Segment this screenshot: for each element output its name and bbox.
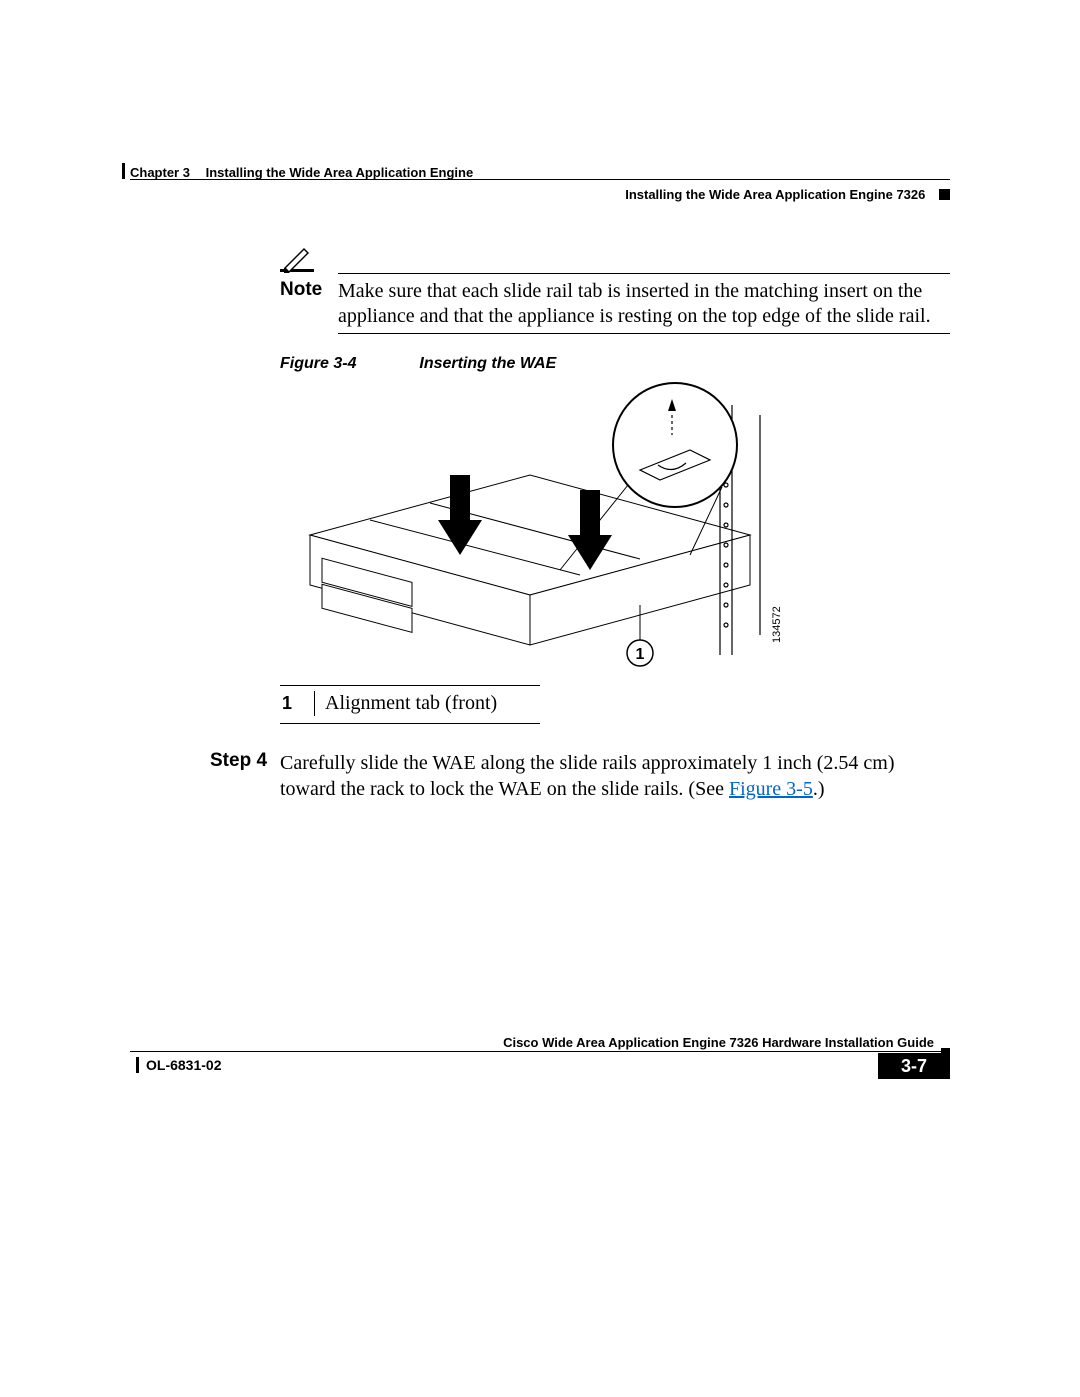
callout-text: Alignment tab (front) [325, 692, 497, 715]
chapter-title: Installing the Wide Area Application Eng… [206, 165, 474, 180]
step-text-after: .) [813, 778, 825, 800]
chapter-label: Chapter 3 [130, 165, 190, 180]
header-rule [130, 179, 950, 180]
header-left-bar [122, 163, 125, 179]
footer-guide-title: Cisco Wide Area Application Engine 7326 … [503, 1035, 934, 1050]
step-label: Step 4 [210, 750, 267, 772]
page-number: 3-7 [878, 1053, 950, 1079]
footer-rule [130, 1051, 950, 1052]
figure-illustration: 1 134572 [280, 375, 820, 695]
figure-callout-marker: 1 [636, 646, 645, 663]
figure-reference-link[interactable]: Figure 3-5 [729, 778, 813, 800]
note-label: Note [280, 279, 322, 301]
callout-table: 1 Alignment tab (front) [280, 685, 540, 724]
figure-caption-title: Inserting the WAE [419, 355, 556, 372]
step-text: Carefully slide the WAE along the slide … [280, 750, 950, 802]
header-marker-icon [939, 189, 950, 200]
figure-caption-label: Figure 3-4 [280, 355, 356, 372]
pencil-icon [280, 245, 314, 273]
note-text: Make sure that each slide rail tab is in… [338, 279, 950, 329]
table-row: 1 Alignment tab (front) [280, 686, 540, 723]
note-rule-bottom [338, 333, 950, 334]
header-right: Installing the Wide Area Application Eng… [625, 187, 950, 202]
footer-doc-number: OL-6831-02 [146, 1057, 221, 1073]
section-title: Installing the Wide Area Application Eng… [625, 187, 925, 202]
figure-caption: Figure 3-4 Inserting the WAE [280, 355, 556, 373]
note-rule-top [338, 273, 950, 274]
figure-image-id: 134572 [771, 606, 783, 643]
header-left: Chapter 3 Installing the Wide Area Appli… [130, 165, 473, 180]
callout-number: 1 [280, 691, 315, 716]
footer-doc-bar [136, 1057, 139, 1073]
